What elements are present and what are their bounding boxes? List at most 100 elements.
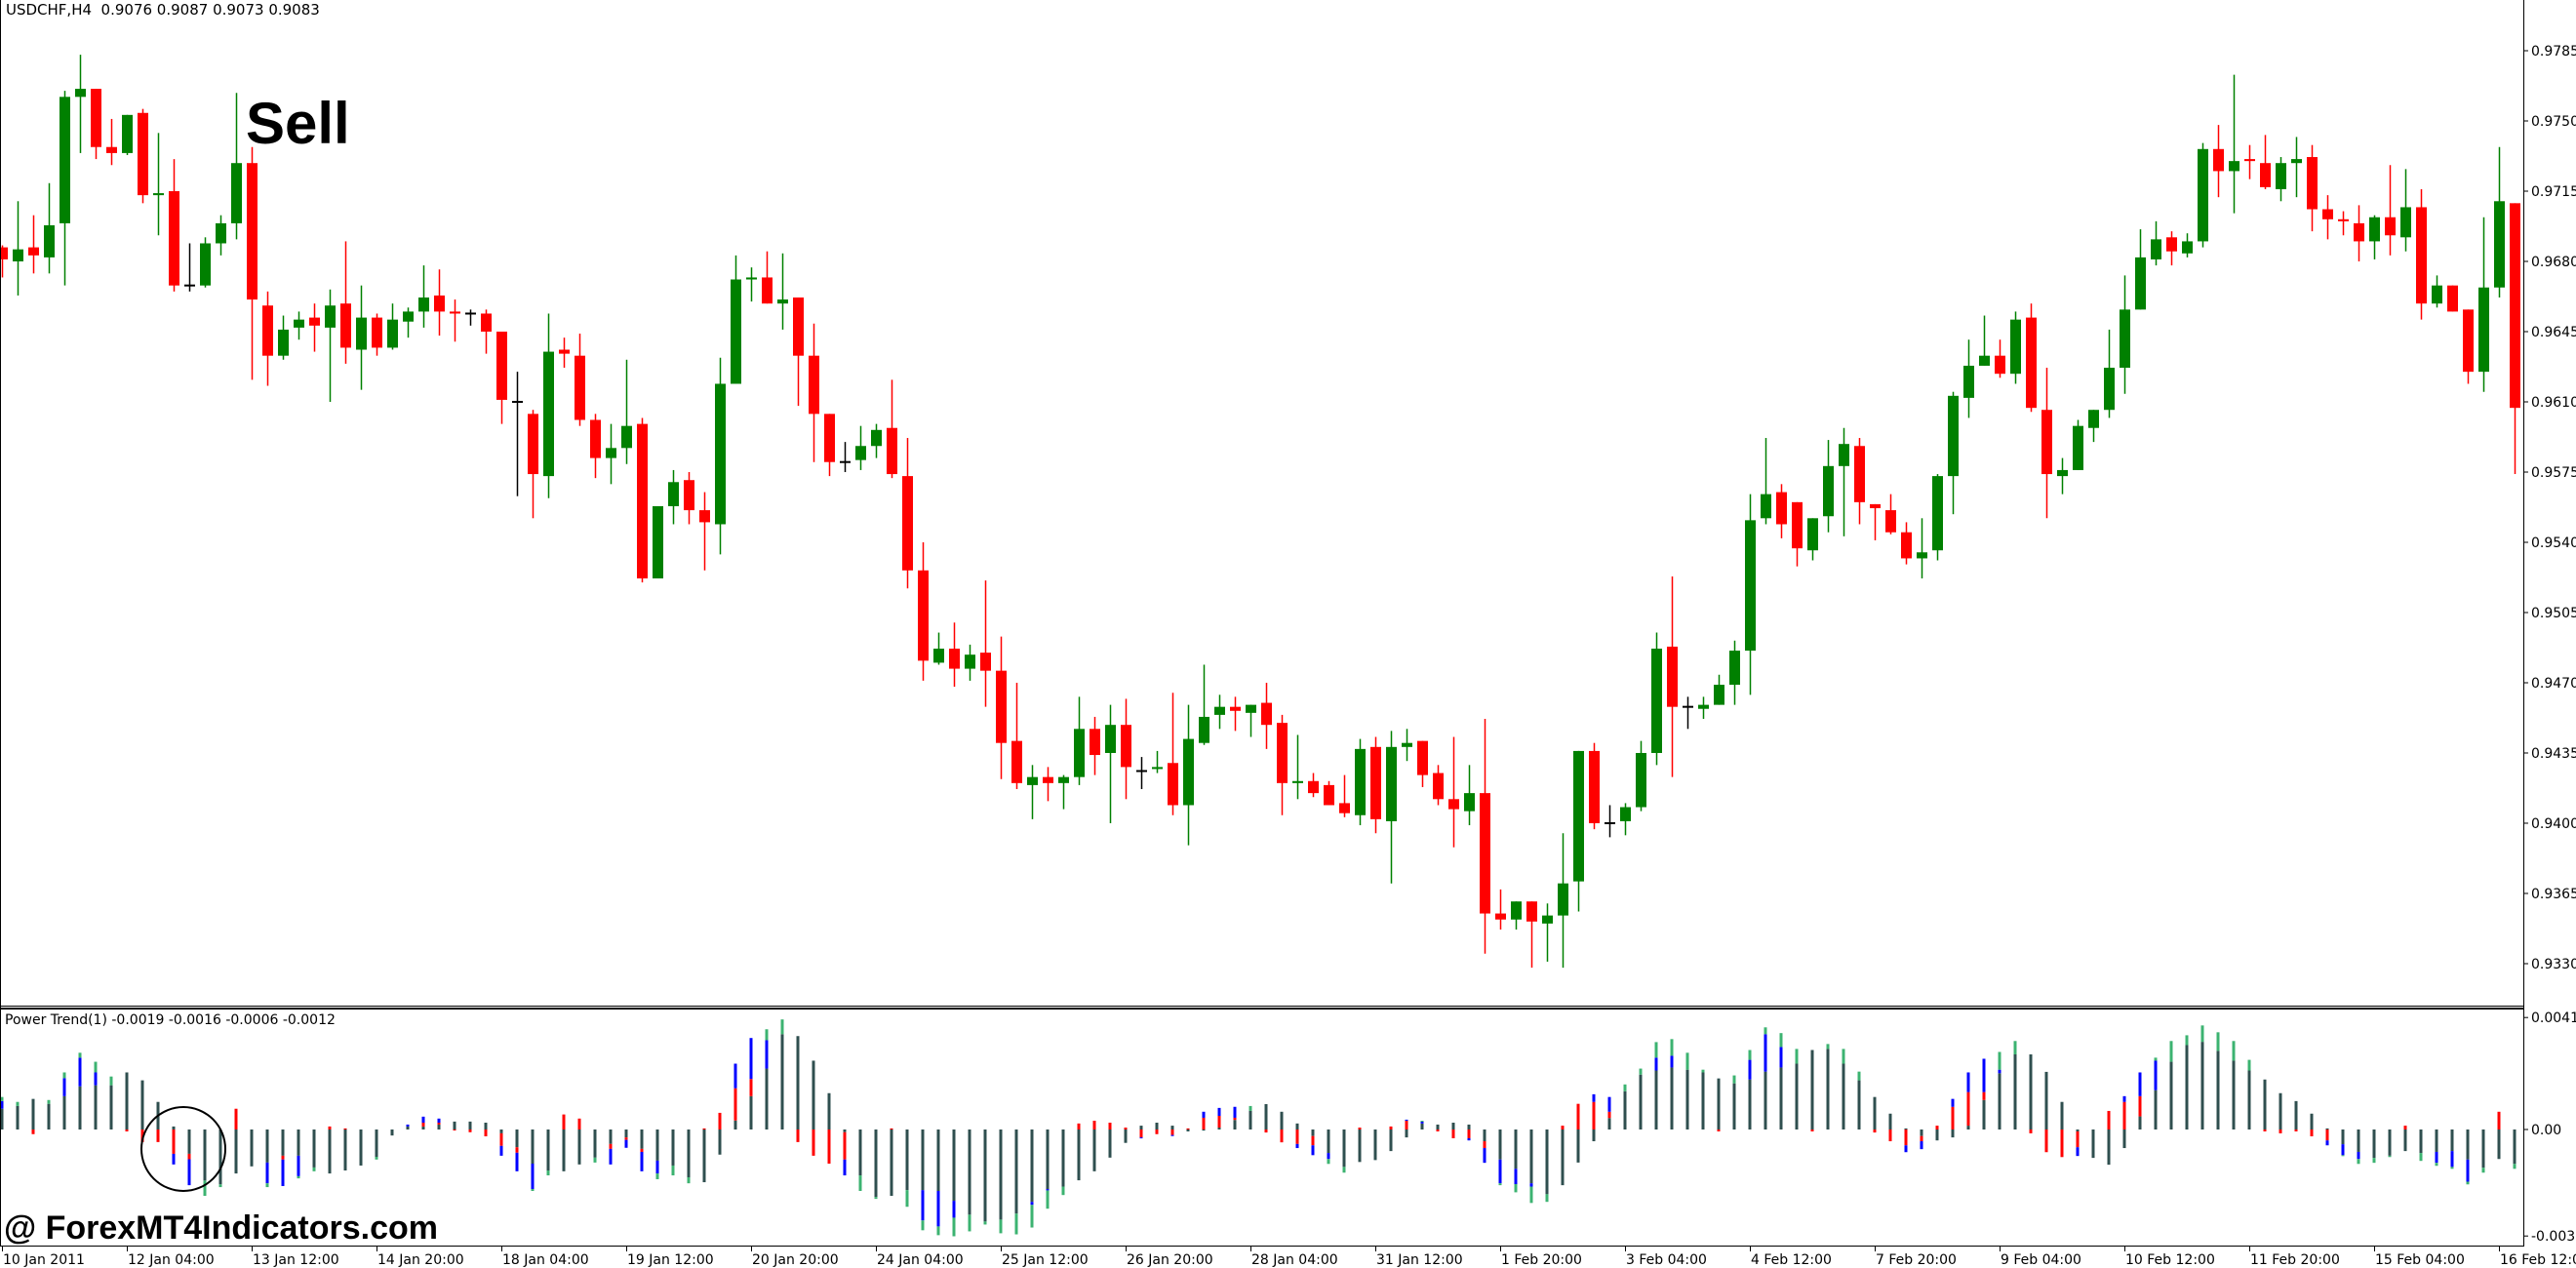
indicator-bar [2513,1129,2517,1169]
indicator-bar-segment [1170,1126,1174,1129]
candle-body [2182,241,2193,254]
candle-body [1745,520,1756,652]
indicator-bar [1077,1123,1081,1181]
candle-body [1495,913,1506,920]
indicator-bar-segment [921,1220,925,1231]
highlight-circle [140,1106,226,1192]
candle [91,89,101,160]
indicator-bar-segment [328,1126,332,1129]
indicator-bar-segment [2263,1079,2267,1129]
indicator-bar-segment [843,1159,847,1176]
indicator-bar-segment [1389,1129,1393,1152]
candle-body [2166,237,2177,252]
indicator-bar-segment [2076,1130,2080,1148]
time-tick-label: 28 Jan 04:00 [1251,1252,1338,1268]
candle-body [1417,740,1428,775]
candle-body [1121,725,1131,768]
indicator-bar [1592,1093,1596,1142]
indicator-bar-segment [765,1029,769,1041]
indicator-bar [1030,1129,1034,1228]
candle [1417,740,1428,787]
candle [559,337,570,369]
candle [169,159,179,292]
indicator-bar-segment [1576,1103,1580,1129]
time-tick-label: 20 Jan 20:00 [752,1252,839,1268]
indicator-bar-segment [1998,1051,2001,1070]
indicator-bar-segment [234,1129,238,1174]
indicator-bar [671,1129,675,1176]
indicator-bar-segment [1717,1078,1721,1129]
candle [1901,522,1912,565]
indicator-bar-segment [1514,1169,1518,1184]
indicator-bar-segment [94,1072,98,1086]
indicator-bar-segment [1514,1184,1518,1193]
indicator-bar-segment [640,1151,644,1171]
candle-body [1776,492,1787,525]
candle [590,414,601,479]
indicator-bar-segment [2341,1129,2345,1145]
indicator-bar [250,1129,254,1167]
candle-body [980,653,991,671]
indicator-bar-segment [1904,1129,1908,1146]
indicator-bar-segment [531,1189,535,1191]
indicator-bar-segment [1124,1129,1128,1143]
candle-body [949,649,960,669]
indicator-bar [1092,1121,1096,1171]
indicator-bar-segment [718,1129,722,1155]
indicator-bar-segment [1795,1063,1799,1129]
candle-body [2510,203,2520,409]
indicator-bar-segment [1124,1128,1128,1129]
indicator-bar [1764,1027,1767,1129]
candle [1776,484,1787,538]
candle-body [403,311,414,322]
candle-body [325,305,336,328]
candle [1932,474,1943,561]
indicator-bar-segment [843,1131,847,1160]
candle-body [1105,725,1116,753]
candle [1246,704,1256,737]
indicator-bar-segment [2122,1129,2126,1149]
candle-body [621,425,632,449]
indicator-bar [1170,1126,1174,1136]
indicator-bar-segment [2450,1129,2454,1152]
candle-body [1870,503,1881,509]
candle [2291,137,2302,198]
indicator-bar-segment [1592,1129,1596,1142]
indicator-bar-segment [733,1088,737,1121]
indicator-bar-segment [1295,1143,1299,1149]
indicator-bar [2450,1129,2454,1169]
indicator-bar-segment [1795,1049,1799,1064]
indicator-bar [1373,1129,1377,1161]
candle-body [294,319,304,328]
indicator-bar-segment [2513,1164,2517,1169]
indicator-bar-segment [609,1143,613,1149]
candle [372,313,382,356]
candle [793,297,804,407]
indicator-bar-segment [2044,1129,2048,1153]
candle [996,636,1007,779]
indicator-bar-segment [2419,1129,2423,1154]
indicator-bar [1514,1129,1518,1193]
indicator-bar-segment [1873,1129,1877,1133]
candle-body [1729,651,1740,686]
candle [2478,217,2489,392]
indicator-bar-segment [62,1078,66,1096]
indicator-bar [453,1121,456,1130]
candle [1620,803,1631,836]
indicator-bar-segment [546,1129,550,1170]
time-tick-label: 24 Jan 04:00 [877,1252,964,1268]
candle-body [2026,317,2037,409]
indicator-bar-segment [328,1129,332,1174]
indicator-bar [2481,1129,2485,1173]
indicator-bar-segment [640,1148,644,1152]
candle [1355,738,1366,826]
indicator-bar-segment [31,1129,35,1134]
indicator-bar [624,1129,628,1148]
candle [153,133,164,236]
candle [1121,698,1131,800]
indicator-bar-segment [2341,1144,2345,1156]
indicator-bar [687,1129,691,1184]
indicator-bar-segment [1170,1134,1174,1136]
price-tick-label: 0.9785 [2531,44,2576,59]
